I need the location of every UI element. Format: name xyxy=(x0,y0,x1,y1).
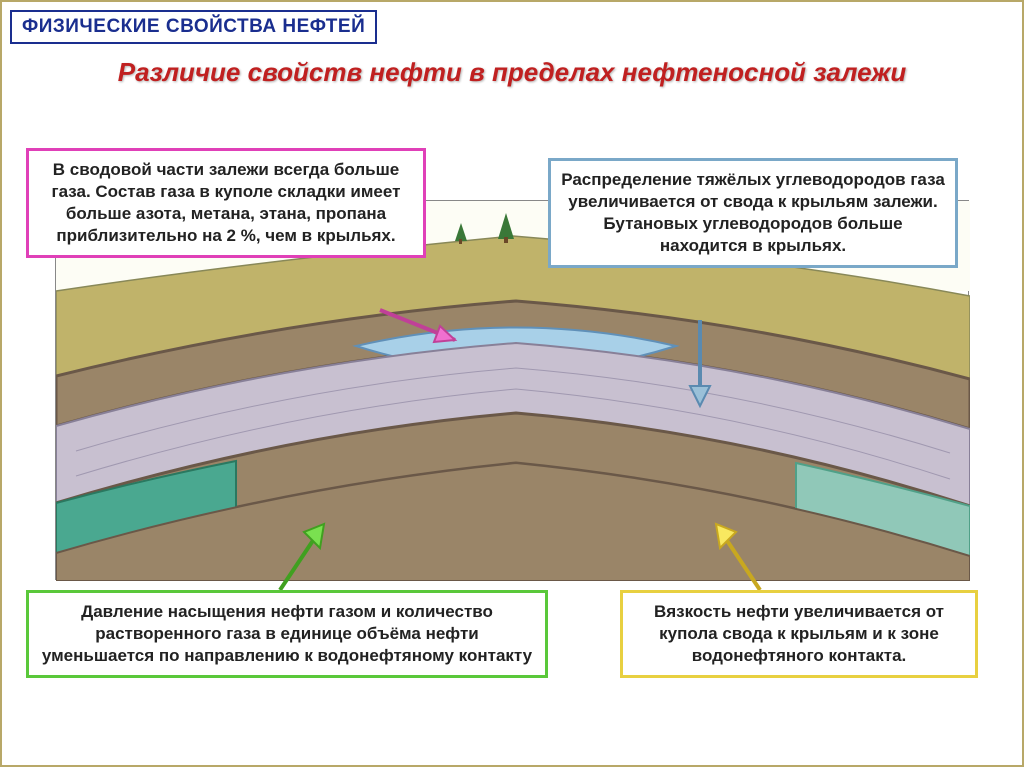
callout-bottom-left-text: Давление насыщения нефти газом и количес… xyxy=(42,602,532,665)
callout-top-left: В сводовой части залежи всегда больше га… xyxy=(26,148,426,258)
arrow-green xyxy=(280,524,324,590)
callout-bottom-right: Вязкость нефти увеличивается от купола с… xyxy=(620,590,978,678)
callout-top-right: Распределение тяжёлых углеводородов газа… xyxy=(548,158,958,268)
callout-top-right-text: Распределение тяжёлых углеводородов газа… xyxy=(561,170,945,255)
arrow-yellow xyxy=(716,524,760,590)
arrow-blue xyxy=(690,320,710,406)
callout-bottom-right-text: Вязкость нефти увеличивается от купола с… xyxy=(654,602,944,665)
callout-bottom-left: Давление насыщения нефти газом и количес… xyxy=(26,590,548,678)
callout-top-left-text: В сводовой части залежи всегда больше га… xyxy=(52,160,401,245)
arrow-pink xyxy=(380,310,455,342)
